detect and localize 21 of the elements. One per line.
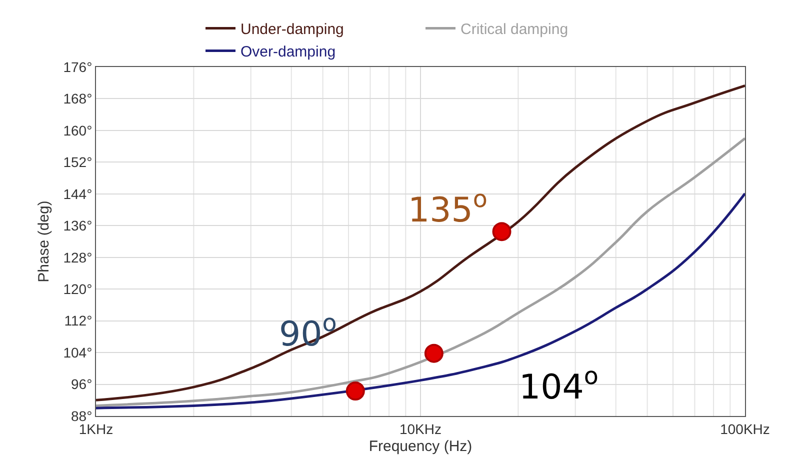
x-tick-label: 100KHz xyxy=(720,420,770,437)
y-tick-label: 176° xyxy=(63,58,92,75)
y-tick-label: 144° xyxy=(63,186,92,202)
y-tick-label: 136° xyxy=(63,218,92,234)
legend-label: Over-damping xyxy=(240,44,336,61)
y-tick-label: 160° xyxy=(63,122,92,138)
y-tick-label: 128° xyxy=(63,249,92,266)
y-tick-label: 112° xyxy=(64,312,92,329)
x-axis-title: Frequency (Hz) xyxy=(368,438,472,455)
y-tick-label: 104° xyxy=(63,344,92,360)
y-tick-label: 96° xyxy=(71,376,92,392)
annotation: 104$^{o}$ xyxy=(519,362,598,408)
y-tick-label: 152° xyxy=(63,154,92,170)
y-axis-title: Phase (deg) xyxy=(35,200,52,282)
legend-label: Critical damping xyxy=(460,21,568,38)
y-tick-label: 168° xyxy=(63,90,92,107)
x-tick-label: 10KHz xyxy=(399,420,442,437)
annotation: 90$^{o}$ xyxy=(279,309,337,354)
y-tick-label: 120° xyxy=(63,280,92,297)
legend-label: Under-damping xyxy=(240,21,344,38)
annotation: 135$^{o}$ xyxy=(408,185,488,230)
